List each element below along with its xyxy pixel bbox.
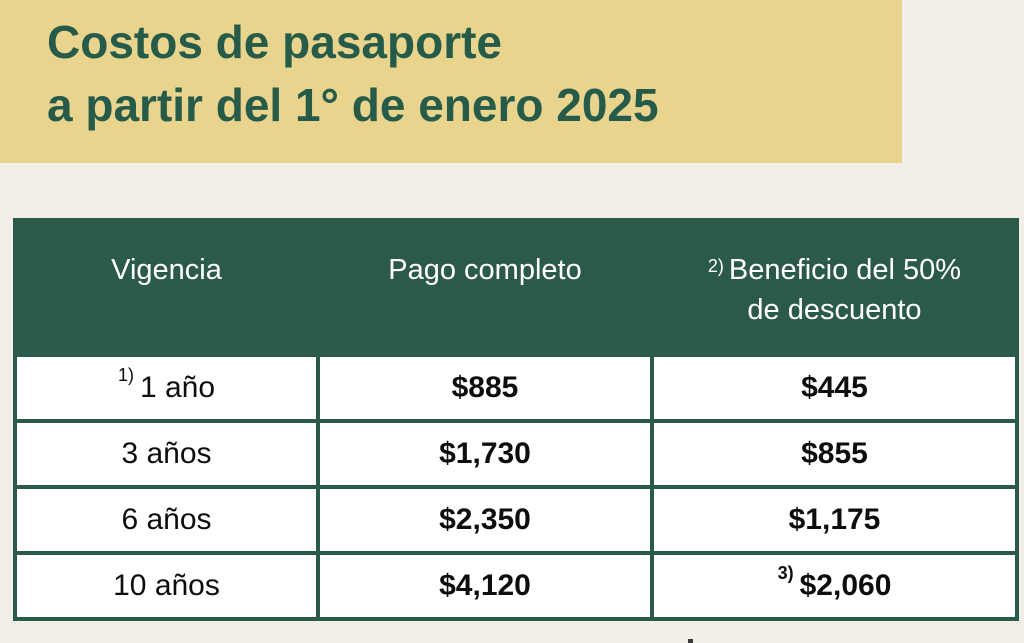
cell-vigencia-10-anos: 10 años: [13, 551, 320, 621]
page-title: Costos de pasaporte a partir del 1° de e…: [47, 11, 659, 137]
beneficio-value: $2,060: [799, 569, 892, 602]
vigencia-value: 10 años: [113, 569, 220, 602]
vigencia-value: 6 años: [121, 503, 212, 536]
footnote-marker-1: 1): [117, 365, 134, 385]
vigencia-value: 3 años: [121, 437, 212, 470]
header-label-beneficio-line1: Beneficio del 50%: [728, 254, 962, 286]
page-title-line2: a partir del 1° de enero 2025: [47, 79, 659, 131]
beneficio-value: $445: [801, 371, 868, 404]
header-label-vigencia: Vigencia: [111, 254, 222, 286]
vigencia-value: 1 año: [139, 371, 216, 404]
cell-pago-10-anos: $4,120: [316, 551, 654, 621]
header-cell-pago-completo: Pago completo: [316, 218, 654, 357]
cell-vigencia-6-anos: 6 años: [13, 485, 320, 555]
footnote-marker-2: 2): [707, 256, 724, 276]
page-title-line1: Costos de pasaporte: [47, 16, 502, 68]
header-cell-beneficio: 2) Beneficio del 50% de descuento: [650, 218, 1019, 357]
cut-off-text-fragment: [688, 639, 693, 643]
title-banner: Costos de pasaporte a partir del 1° de e…: [0, 0, 902, 163]
header-cell-vigencia: Vigencia: [13, 218, 320, 357]
table-row: 3 años $1,730 $855: [13, 419, 1019, 489]
header-label-pago-completo: Pago completo: [388, 254, 582, 286]
passport-costs-table: Vigencia Pago completo 2) Beneficio del 5…: [13, 218, 1019, 621]
pago-value: $4,120: [439, 569, 531, 602]
pago-value: $2,350: [439, 503, 531, 536]
pago-value: $885: [451, 371, 519, 404]
cell-pago-3-anos: $1,730: [316, 419, 654, 489]
cell-beneficio-6-anos: $1,175: [650, 485, 1019, 555]
beneficio-value: $1,175: [788, 503, 881, 536]
cell-beneficio-3-anos: $855: [650, 419, 1019, 489]
cell-vigencia-3-anos: 3 años: [13, 419, 320, 489]
beneficio-value: $855: [801, 437, 868, 470]
cell-beneficio-10-anos: 3) $2,060: [650, 551, 1019, 621]
table-header-row: Vigencia Pago completo 2) Beneficio del 5…: [13, 218, 1019, 357]
cell-beneficio-1-ano: $445: [650, 353, 1019, 423]
footnote-marker-3: 3): [777, 563, 794, 583]
header-label-beneficio-line2: de descuento: [747, 294, 922, 326]
table-row: 1) 1 año $885 $445: [13, 353, 1019, 423]
table-row: 10 años $4,120 3) $2,060: [13, 551, 1019, 621]
cell-pago-6-anos: $2,350: [316, 485, 654, 555]
table-row: 6 años $2,350 $1,175: [13, 485, 1019, 555]
pago-value: $1,730: [439, 437, 531, 470]
cell-vigencia-1-ano: 1) 1 año: [13, 353, 320, 423]
cell-pago-1-ano: $885: [316, 353, 654, 423]
